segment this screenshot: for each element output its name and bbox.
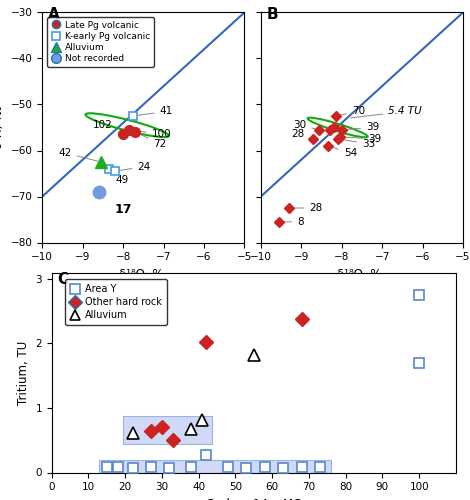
Text: 30: 30 (293, 120, 317, 130)
X-axis label: Carbon-14, pMC: Carbon-14, pMC (206, 498, 301, 500)
X-axis label: δ¹⁸O, ‰: δ¹⁸O, ‰ (337, 268, 386, 281)
Text: 54: 54 (330, 146, 357, 158)
Bar (123, 416, 212, 444)
Text: 39: 39 (345, 122, 379, 132)
Text: 24: 24 (118, 162, 150, 172)
Text: 72: 72 (138, 134, 167, 148)
X-axis label: δ¹⁸O, ‰: δ¹⁸O, ‰ (119, 268, 168, 281)
Text: 41: 41 (136, 106, 173, 117)
Text: 70: 70 (338, 106, 365, 117)
Text: 17: 17 (115, 202, 133, 215)
Text: 100: 100 (132, 130, 171, 140)
Text: 102: 102 (93, 120, 121, 134)
Text: 39: 39 (343, 134, 381, 144)
Text: C: C (57, 272, 68, 287)
Text: 33: 33 (340, 138, 375, 148)
Text: 49: 49 (109, 169, 128, 186)
Legend: Late Pg volcanic, K-early Pg volcanic, Alluvium, Not recorded: Late Pg volcanic, K-early Pg volcanic, A… (47, 17, 154, 67)
Y-axis label: Tritium, TU: Tritium, TU (17, 340, 30, 404)
Y-axis label: δ²H, ‰: δ²H, ‰ (0, 106, 5, 150)
Text: 42: 42 (58, 148, 98, 162)
Text: 8: 8 (282, 217, 304, 227)
Legend: Area Y, Other hard rock, Alluvium: Area Y, Other hard rock, Alluvium (65, 280, 167, 325)
Text: 28: 28 (292, 203, 322, 213)
Bar (100, 460, 331, 472)
Text: 5.4 TU: 5.4 TU (351, 106, 422, 118)
Text: B: B (267, 8, 279, 22)
Text: 28: 28 (291, 130, 311, 140)
Text: A: A (48, 8, 60, 22)
